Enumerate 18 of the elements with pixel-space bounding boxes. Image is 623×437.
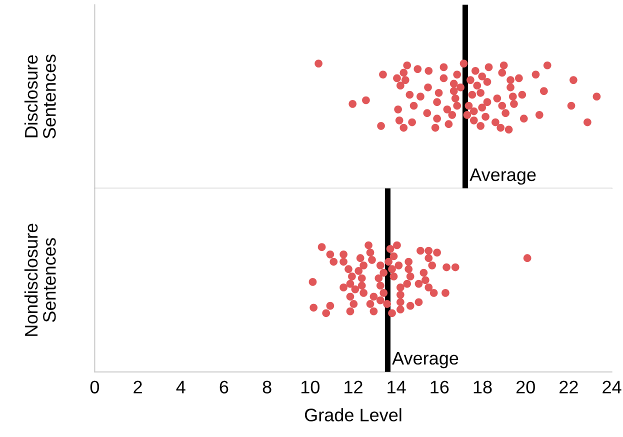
ref-line-label: Average bbox=[470, 168, 536, 185]
y-tick-label: Disclosure Sentences bbox=[24, 54, 56, 138]
x-tick-label: 22 bbox=[560, 380, 578, 394]
x-tick-label: 12 bbox=[344, 380, 362, 394]
x-tick-label: 16 bbox=[430, 380, 449, 394]
x-tick-label: 24 bbox=[602, 380, 622, 394]
x-tick-label: 0 bbox=[90, 380, 100, 394]
x-tick-label: 8 bbox=[262, 380, 272, 394]
x-axis-title: Grade Level bbox=[304, 408, 402, 422]
x-tick-label: 6 bbox=[220, 380, 228, 394]
x-tick-label: 14 bbox=[388, 380, 406, 394]
x-tick-label: 4 bbox=[176, 380, 186, 394]
x-tick-label: 2 bbox=[134, 380, 142, 394]
y-tick-label: Nondisclosure Sentences bbox=[24, 224, 56, 336]
x-tick-label: 18 bbox=[474, 380, 492, 394]
ref-line-label: Average bbox=[392, 352, 458, 368]
x-tick-label: 10 bbox=[301, 380, 320, 394]
x-tick-label: 20 bbox=[516, 380, 535, 394]
